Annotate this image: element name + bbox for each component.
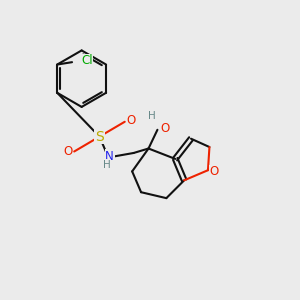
Text: S: S — [95, 130, 104, 144]
Text: H: H — [148, 111, 155, 121]
Text: O: O — [63, 145, 72, 158]
Text: O: O — [209, 165, 218, 178]
Text: H: H — [103, 160, 111, 170]
Text: O: O — [160, 122, 170, 135]
Text: N: N — [105, 150, 114, 163]
Text: Cl: Cl — [81, 55, 93, 68]
Text: O: O — [127, 114, 136, 127]
